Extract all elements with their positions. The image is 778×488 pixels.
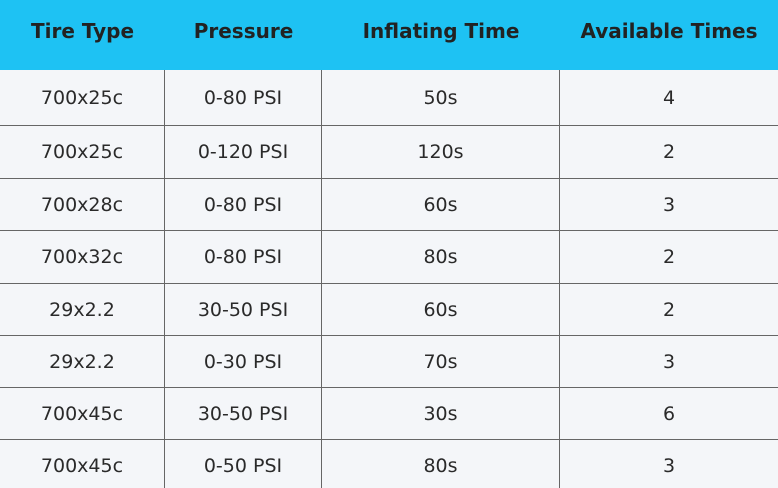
header-cell: Tire Type (0, 0, 165, 62)
table-cell: 700x25c (0, 70, 165, 126)
table-cell: 0-80 PSI (165, 231, 322, 284)
table-cell: 3 (560, 336, 778, 388)
header-cell: Pressure (165, 0, 322, 62)
table-cell: 0-80 PSI (165, 179, 322, 231)
table-cell: 700x32c (0, 231, 165, 284)
table-cell: 700x25c (0, 126, 165, 179)
table-cell: 700x45c (0, 440, 165, 488)
table-cell: 2 (560, 284, 778, 336)
table-cell: 2 (560, 126, 778, 179)
table-cell: 4 (560, 70, 778, 126)
table-cell: 0-50 PSI (165, 440, 322, 488)
header-cell: Inflating Time (322, 0, 560, 62)
table-cell: 30-50 PSI (165, 388, 322, 440)
table-cell: 120s (322, 126, 560, 179)
table-cell: 60s (322, 179, 560, 231)
table-cell: 29x2.2 (0, 336, 165, 388)
table-cell: 30s (322, 388, 560, 440)
table-cell: 50s (322, 70, 560, 126)
table-cell: 29x2.2 (0, 284, 165, 336)
table-cell: 80s (322, 440, 560, 488)
table-cell: 700x28c (0, 179, 165, 231)
table-cell: 60s (322, 284, 560, 336)
table-cell: 0-30 PSI (165, 336, 322, 388)
header-cell: Available Times (560, 0, 778, 62)
table-cell: 6 (560, 388, 778, 440)
table-cell: 3 (560, 179, 778, 231)
table-cell: 0-120 PSI (165, 126, 322, 179)
table-cell: 80s (322, 231, 560, 284)
table-cell: 700x45c (0, 388, 165, 440)
table-cell: 70s (322, 336, 560, 388)
table-cell: 3 (560, 440, 778, 488)
table-cell: 2 (560, 231, 778, 284)
table-cell: 30-50 PSI (165, 284, 322, 336)
table-cell: 0-80 PSI (165, 70, 322, 126)
